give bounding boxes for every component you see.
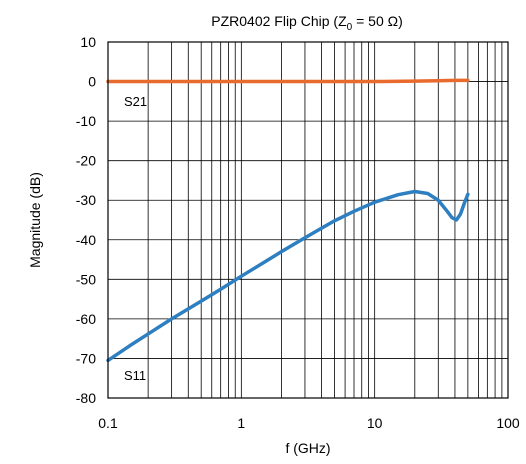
chart-title-main: PZR0402 Flip Chip (Z: [211, 13, 347, 29]
series-group: [106, 78, 470, 363]
grid: [107, 41, 508, 399]
y-tick-label: -70: [76, 350, 96, 366]
y-axis-label: Magnitude (dB): [27, 172, 43, 268]
chart-title: PZR0402 Flip Chip (Z0 = 50 Ω): [211, 13, 403, 33]
y-tick-label: -50: [76, 271, 96, 287]
y-tick-label: -40: [76, 232, 96, 248]
chart-title-subscript: 0: [347, 22, 353, 33]
chart-title-rest: = 50 Ω): [352, 13, 403, 29]
series-line-s21: [106, 78, 470, 84]
series-line-s11: [106, 189, 470, 363]
tick-labels: 100-10-20-30-40-50-60-70-800.1 1 10 100: [76, 34, 520, 431]
x-tick-label: 100: [496, 415, 520, 431]
y-tick-label: -80: [76, 390, 96, 406]
x-axis-label: f (GHz): [285, 440, 330, 456]
y-tick-label: 10: [80, 34, 96, 50]
series-label-s11: S11: [124, 368, 146, 383]
y-tick-label: -60: [76, 311, 96, 327]
y-tick-label: -10: [76, 113, 96, 129]
x-tick-label: 1: [237, 415, 245, 431]
series-label-s21: S21: [124, 94, 147, 109]
x-tick-label: 10: [367, 415, 383, 431]
y-tick-label: 0: [88, 74, 96, 90]
plot-frame: [107, 41, 509, 399]
y-tick-label: -20: [76, 153, 96, 169]
y-tick-label: -30: [76, 192, 96, 208]
x-tick-label: 0.1: [98, 415, 118, 431]
